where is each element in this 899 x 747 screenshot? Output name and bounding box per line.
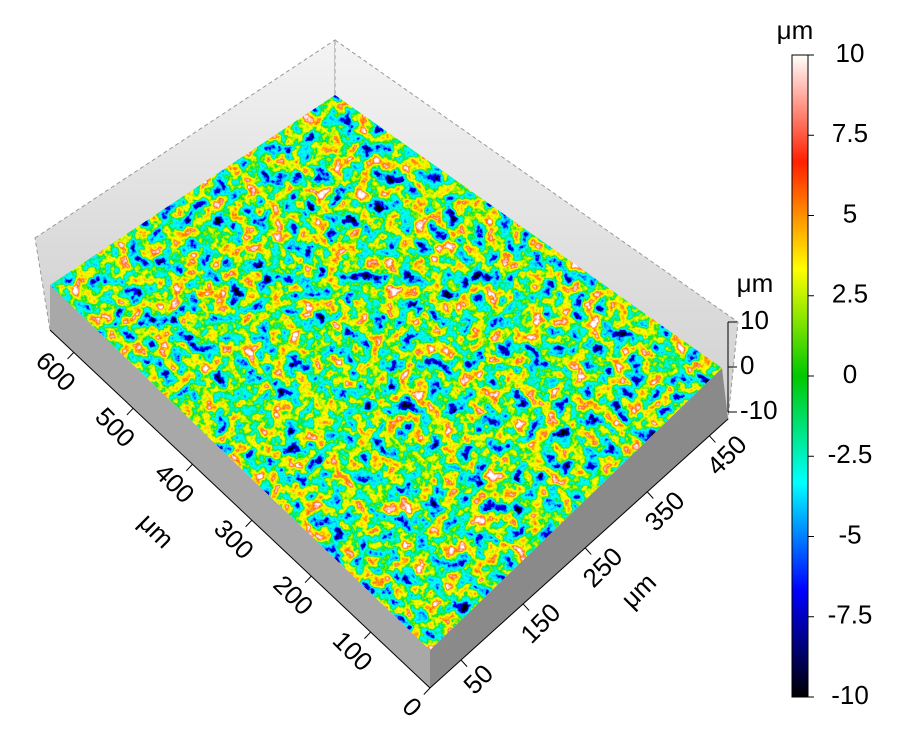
tick-mark: [709, 435, 716, 443]
tick-mark: [304, 575, 312, 584]
z-axis-label: μm: [737, 268, 774, 298]
tick-mark: [364, 631, 371, 639]
tick-mark: [245, 519, 253, 528]
tick-mark: [522, 603, 530, 611]
colorbar-tick-label: -10: [831, 680, 869, 710]
colorbar-tick-label: 7.5: [832, 118, 868, 148]
surface: [50, 95, 722, 650]
z-tick-label: 10: [740, 305, 769, 335]
tick-mark: [126, 407, 134, 416]
tick-mark: [185, 463, 193, 472]
x-axis: [49, 329, 431, 689]
colorbar-tick-label: -2.5: [828, 439, 873, 469]
y-axis: [429, 418, 729, 689]
colorbar: [791, 54, 809, 698]
tick-mark: [584, 547, 592, 555]
front-wall-right: [430, 368, 728, 688]
colorbar-tick-label: 5: [843, 198, 857, 228]
tick-label: 0: [396, 691, 427, 722]
colorbar-tick-label: 10: [836, 38, 865, 68]
tick-mark: [67, 352, 75, 360]
tick-label: 50: [457, 658, 499, 700]
colorbar-tick-label: 0: [843, 359, 857, 389]
colorbar-tick-label: -5: [838, 519, 861, 549]
tick-mark: [646, 491, 654, 499]
z-tick-label: 0: [740, 350, 754, 380]
colorbar-label: μm: [777, 15, 814, 45]
tick-mark: [423, 687, 431, 695]
colorbar-tick-label: -7.5: [828, 600, 873, 630]
z-tick-label: -10: [740, 395, 778, 425]
tick-mark: [460, 659, 468, 667]
y-axis-label: μm: [615, 567, 662, 614]
x-axis-label: μm: [133, 507, 180, 554]
front-wall-left: [50, 285, 430, 688]
colorbar-tick-label: 2.5: [832, 279, 868, 309]
